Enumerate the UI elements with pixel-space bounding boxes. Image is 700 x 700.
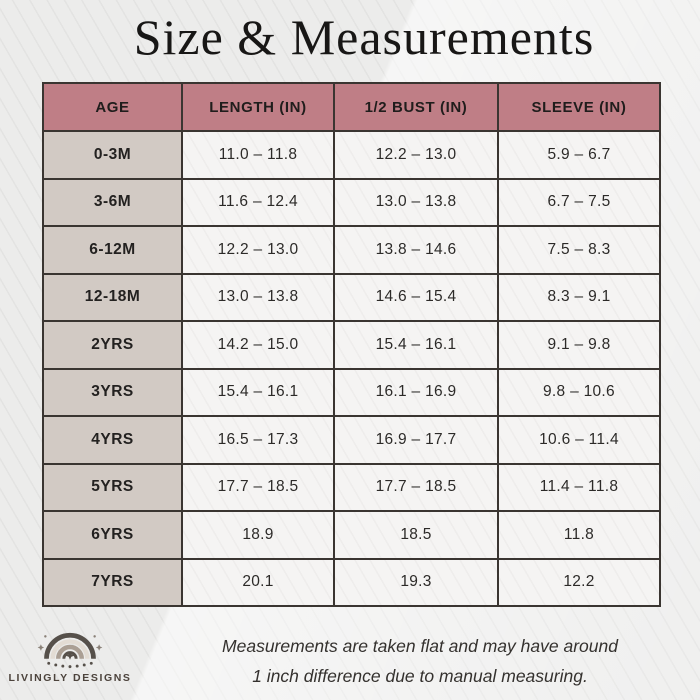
table-row: 6YRS 18.9 18.5 11.8 [42, 510, 661, 560]
column-header: AGE [42, 82, 183, 132]
age-cell: 3-6M [42, 177, 183, 227]
size-measurements-table: AGE LENGTH (IN) 1/2 BUST (IN) SLEEVE (IN) 0… [42, 82, 661, 607]
column-header: LENGTH (IN) [181, 82, 335, 132]
table-row: 0-3M 11.0 – 11.8 12.2 – 13.0 5.9 – 6.7 [42, 130, 661, 180]
value-cell: 13.8 – 14.6 [333, 225, 499, 275]
age-cell: 0-3M [42, 130, 183, 180]
table-row: 5YRS 17.7 – 18.5 17.7 – 18.5 11.4 – 11.8 [42, 462, 661, 512]
value-cell: 16.1 – 16.9 [333, 367, 499, 417]
age-cell: 12-18M [42, 272, 183, 322]
value-cell: 10.6 – 11.4 [497, 415, 661, 465]
boho-rainbow-icon [37, 633, 103, 669]
brand-name: LIVINGLY DESIGNS [8, 672, 132, 684]
table-row: 4YRS 16.5 – 17.3 16.9 – 17.7 10.6 – 11.4 [42, 415, 661, 465]
page-title: Size & Measurements [133, 9, 595, 65]
value-cell: 9.8 – 10.6 [497, 367, 661, 417]
value-cell: 5.9 – 6.7 [497, 130, 661, 180]
measurement-note-line1: Measurements are taken flat and may have… [222, 636, 618, 656]
table-row: 3-6M 11.6 – 12.4 13.0 – 13.8 6.7 – 7.5 [42, 177, 661, 227]
age-cell: 6YRS [42, 510, 183, 560]
column-header: 1/2 BUST (IN) [333, 82, 499, 132]
table-row: 12-18M 13.0 – 13.8 14.6 – 15.4 8.3 – 9.1 [42, 272, 661, 322]
age-cell: 6-12M [42, 225, 183, 275]
value-cell: 14.2 – 15.0 [181, 320, 335, 370]
value-cell: 8.3 – 9.1 [497, 272, 661, 322]
table-row: 2YRS 14.2 – 15.0 15.4 – 16.1 9.1 – 9.8 [42, 320, 661, 370]
value-cell: 19.3 [333, 557, 499, 607]
value-cell: 14.6 – 15.4 [333, 272, 499, 322]
value-cell: 15.4 – 16.1 [333, 320, 499, 370]
value-cell: 15.4 – 16.1 [181, 367, 335, 417]
value-cell: 7.5 – 8.3 [497, 225, 661, 275]
value-cell: 12.2 [497, 557, 661, 607]
value-cell: 17.7 – 18.5 [181, 462, 335, 512]
measurement-note: Measurements are taken flat and may have… [160, 631, 680, 691]
value-cell: 20.1 [181, 557, 335, 607]
value-cell: 13.0 – 13.8 [181, 272, 335, 322]
value-cell: 11.4 – 11.8 [497, 462, 661, 512]
value-cell: 16.9 – 17.7 [333, 415, 499, 465]
brand-logo: LIVINGLY DESIGNS [6, 614, 134, 684]
age-cell: 7YRS [42, 557, 183, 607]
measurement-note-line2: 1 inch difference due to manual measurin… [252, 666, 588, 686]
value-cell: 11.6 – 12.4 [181, 177, 335, 227]
value-cell: 18.9 [181, 510, 335, 560]
value-cell: 16.5 – 17.3 [181, 415, 335, 465]
table-row: 6-12M 12.2 – 13.0 13.8 – 14.6 7.5 – 8.3 [42, 225, 661, 275]
age-cell: 3YRS [42, 367, 183, 417]
value-cell: 6.7 – 7.5 [497, 177, 661, 227]
value-cell: 18.5 [333, 510, 499, 560]
table-row: 7YRS 20.1 19.3 12.2 [42, 557, 661, 607]
value-cell: 13.0 – 13.8 [333, 177, 499, 227]
value-cell: 17.7 – 18.5 [333, 462, 499, 512]
age-cell: 5YRS [42, 462, 183, 512]
value-cell: 11.8 [497, 510, 661, 560]
table-head-row: AGE LENGTH (IN) 1/2 BUST (IN) SLEEVE (IN) [42, 82, 661, 132]
age-cell: 2YRS [42, 320, 183, 370]
value-cell: 12.2 – 13.0 [181, 225, 335, 275]
value-cell: 11.0 – 11.8 [181, 130, 335, 180]
value-cell: 12.2 – 13.0 [333, 130, 499, 180]
table-row: 3YRS 15.4 – 16.1 16.1 – 16.9 9.8 – 10.6 [42, 367, 661, 417]
column-header: SLEEVE (IN) [497, 82, 661, 132]
age-cell: 4YRS [42, 415, 183, 465]
value-cell: 9.1 – 9.8 [497, 320, 661, 370]
